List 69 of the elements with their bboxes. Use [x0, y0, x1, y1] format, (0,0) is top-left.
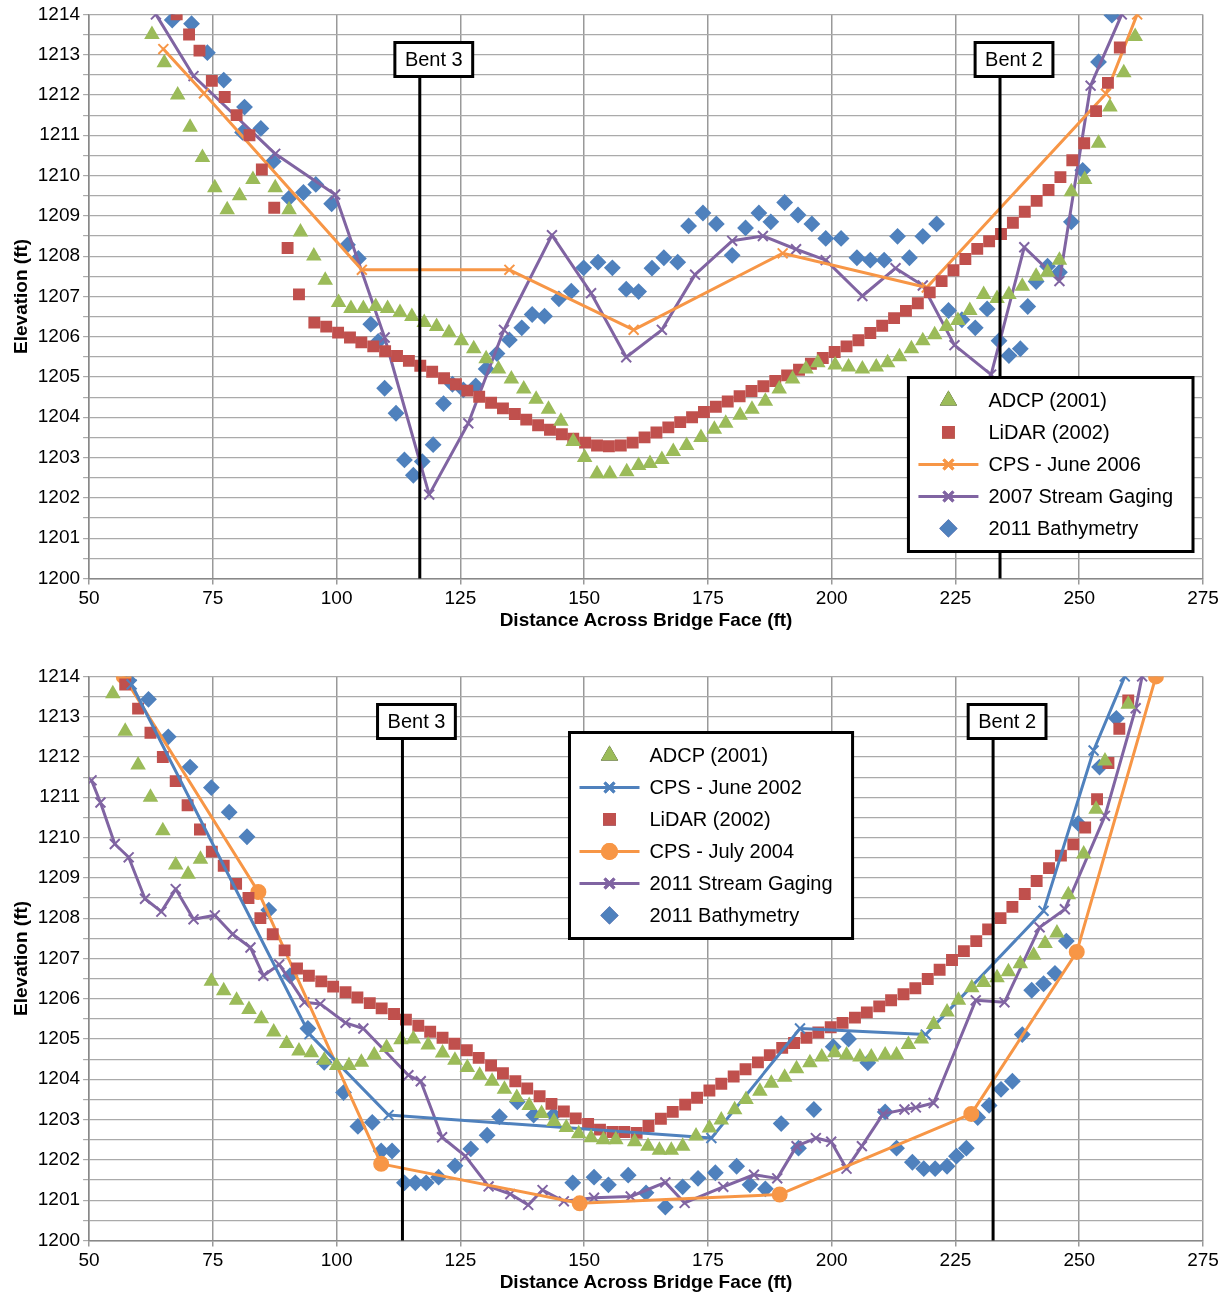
x-tick-label: 50 [78, 1249, 100, 1271]
y-tick-label: 1204 [37, 1067, 81, 1089]
y-tick-label: 1211 [39, 785, 81, 807]
y-tick-label: 1209 [37, 204, 81, 226]
y-tick-label: 1205 [37, 1027, 81, 1049]
legend-label: 2011 Bathymetry [988, 516, 1139, 539]
y-tick-label: 1202 [37, 1148, 81, 1170]
legend-label: ADCP (2001) [988, 388, 1108, 411]
y-tick-label: 1207 [37, 284, 81, 306]
x-tick-label: 50 [78, 587, 100, 609]
x-tick-label: 75 [202, 1249, 224, 1271]
y-tick-label: 1213 [37, 42, 81, 64]
legend-label: CPS - July 2004 [649, 839, 795, 862]
x-tick-label: 200 [815, 587, 848, 609]
x-tick-label: 125 [444, 1249, 477, 1271]
y-tick-label: 1206 [37, 324, 81, 346]
legend-label: LiDAR (2002) [988, 420, 1110, 443]
y-tick-label: 1200 [37, 1228, 81, 1250]
legend-label: 2011 Stream Gaging [649, 871, 833, 894]
y-tick-label: 1205 [37, 365, 81, 387]
legend-label: LiDAR (2002) [649, 807, 771, 830]
x-tick-label: 225 [939, 587, 972, 609]
x-tick-label: 175 [692, 1249, 724, 1271]
y-tick-label: 1203 [37, 1107, 81, 1129]
x-tick-label: 275 [1187, 587, 1219, 609]
y-tick-label: 1212 [37, 83, 81, 105]
y-tick-label: 1210 [37, 163, 81, 185]
x-tick-label: 150 [568, 1249, 600, 1271]
x-tick-label: 250 [1063, 1249, 1096, 1271]
y-tick-label: 1208 [37, 244, 81, 266]
x-tick-label: 275 [1187, 1249, 1219, 1271]
legend-label: 2007 Stream Gaging [988, 484, 1173, 507]
x-tick-label: 200 [815, 1249, 848, 1271]
y-axis-title: Elevation (ft) [9, 900, 31, 1016]
y-tick-label: 1210 [37, 825, 81, 847]
legend-label: CPS - June 2006 [988, 452, 1141, 475]
x-axis-title: Distance Across Bridge Face (ft) [499, 1270, 793, 1292]
y-axis-title: Elevation (ft) [9, 238, 31, 354]
y-tick-label: 1207 [37, 946, 81, 968]
y-tick-label: 1213 [37, 704, 81, 726]
legend-label: ADCP (2001) [649, 743, 769, 766]
legend-label: 2011 Bathymetry [649, 903, 800, 926]
x-tick-label: 250 [1063, 587, 1096, 609]
y-tick-label: 1208 [37, 906, 81, 928]
legend-label: CPS - June 2002 [649, 775, 802, 798]
x-tick-label: 125 [444, 587, 477, 609]
ref-line-label: Bent 3 [404, 47, 463, 70]
x-tick-label: 100 [320, 1249, 353, 1271]
ref-line-label: Bent 2 [985, 47, 1043, 70]
y-tick-label: 1211 [39, 123, 81, 145]
y-tick-label: 1203 [37, 445, 81, 467]
x-tick-label: 225 [939, 1249, 972, 1271]
y-tick-label: 1200 [37, 566, 81, 588]
x-tick-label: 75 [202, 587, 224, 609]
y-tick-label: 1201 [37, 526, 81, 548]
y-tick-label: 1212 [37, 745, 81, 767]
y-tick-label: 1214 [37, 664, 81, 686]
y-tick-label: 1214 [37, 2, 81, 24]
ref-line-label: Bent 3 [387, 709, 446, 732]
y-tick-label: 1201 [37, 1188, 81, 1210]
x-tick-label: 100 [320, 587, 353, 609]
y-tick-label: 1202 [37, 486, 81, 508]
y-tick-label: 1204 [37, 405, 81, 427]
ref-line-label: Bent 2 [978, 709, 1036, 732]
x-tick-label: 175 [692, 587, 724, 609]
x-tick-label: 150 [568, 587, 600, 609]
x-axis-title: Distance Across Bridge Face (ft) [499, 608, 793, 630]
y-tick-label: 1209 [37, 866, 81, 888]
y-tick-label: 1206 [37, 986, 81, 1008]
